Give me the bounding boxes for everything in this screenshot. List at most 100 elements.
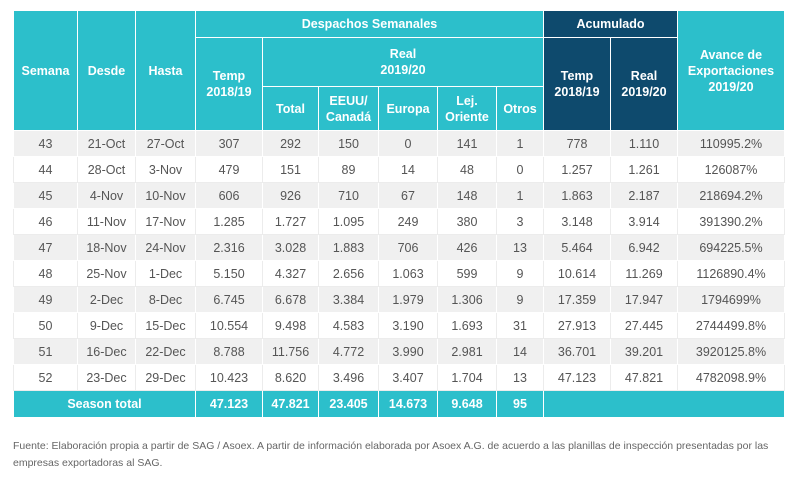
cell: 3.407 [378, 364, 438, 391]
cell: 1.979 [378, 286, 438, 313]
header-cell: Lej. Oriente [437, 86, 497, 131]
cell: 778 [543, 130, 611, 157]
header-cell: Semana [13, 10, 78, 131]
cell: 10.554 [195, 312, 263, 339]
cell: 47.123 [543, 364, 611, 391]
header-cell: Hasta [135, 10, 196, 131]
cell: 1.063 [378, 260, 438, 287]
header-cell: Acumulado [543, 10, 678, 38]
cell: 21-Oct [77, 130, 136, 157]
total-cell: 9.648 [437, 390, 497, 418]
table-row: 47 18-Nov 24-Nov 2.316 3.028 1.883 706 426 13 5.4… [13, 234, 785, 261]
cell: 710 [318, 182, 379, 209]
cell: 694225.5% [677, 234, 785, 261]
cell: 50 [13, 312, 78, 339]
cell: 24-Nov [135, 234, 196, 261]
cell: 11.269 [610, 260, 678, 287]
total-cell: 14.673 [378, 390, 438, 418]
cell: 10-Nov [135, 182, 196, 209]
table-body: 43 21-Oct 27-Oct 307 292 150 0 141 1 778 1.110 1109… [13, 130, 785, 418]
cell: 0 [378, 130, 438, 157]
cell: 27.913 [543, 312, 611, 339]
total-cell: 95 [496, 390, 544, 418]
table-row: 45 4-Nov 10-Nov 606 926 710 67 148 1 1.863 2.187 21… [13, 182, 785, 209]
cell: 4.772 [318, 338, 379, 365]
cell: 150 [318, 130, 379, 157]
cell: 2.316 [195, 234, 263, 261]
cell: 27.445 [610, 312, 678, 339]
cell: 148 [437, 182, 497, 209]
header-cell: Temp 2018/19 [195, 37, 263, 131]
cell: 89 [318, 156, 379, 183]
cell: 10.614 [543, 260, 611, 287]
cell: 2.656 [318, 260, 379, 287]
cell: 218694.2% [677, 182, 785, 209]
cell: 8-Dec [135, 286, 196, 313]
cell: 4-Nov [77, 182, 136, 209]
total-label: Season total [13, 390, 196, 418]
footnote: Fuente: Elaboración propia a partir de S… [13, 440, 769, 469]
cell: 2744499.8% [677, 312, 785, 339]
header-cell: Real 2019/20 [262, 37, 544, 87]
cell: 0 [496, 156, 544, 183]
cell: 126087% [677, 156, 785, 183]
table-row: 52 23-Dec 29-Dec 10.423 8.620 3.496 3.407 1.704… [13, 364, 785, 391]
cell: 3.148 [543, 208, 611, 235]
cell: 31 [496, 312, 544, 339]
cell: 1.863 [543, 182, 611, 209]
table-row: 49 2-Dec 8-Dec 6.745 6.678 3.384 1.979 1.306 9 17… [13, 286, 785, 313]
cell: 28-Oct [77, 156, 136, 183]
cell: 3.914 [610, 208, 678, 235]
cell: 3.190 [378, 312, 438, 339]
total-cell: 47.123 [195, 390, 263, 418]
cell: 47 [13, 234, 78, 261]
header-cell: EEUU/ Canadá [318, 86, 379, 131]
header-cell: Real 2019/20 [610, 37, 678, 131]
cell: 8.620 [262, 364, 319, 391]
cell: 49 [13, 286, 78, 313]
cell: 39.201 [610, 338, 678, 365]
cell: 43 [13, 130, 78, 157]
cell: 13 [496, 234, 544, 261]
cell: 1-Dec [135, 260, 196, 287]
header-cell: Despachos Semanales [195, 10, 544, 38]
cell: 9.498 [262, 312, 319, 339]
cell: 249 [378, 208, 438, 235]
table-row: 48 25-Nov 1-Dec 5.150 4.327 2.656 1.063 599 9 10.… [13, 260, 785, 287]
cell: 48 [437, 156, 497, 183]
cell: 22-Dec [135, 338, 196, 365]
header-cell: Total [262, 86, 319, 131]
cell: 51 [13, 338, 78, 365]
cell: 391390.2% [677, 208, 785, 235]
cell: 23-Dec [77, 364, 136, 391]
cell: 2.981 [437, 338, 497, 365]
cell: 3 [496, 208, 544, 235]
cell: 1.110 [610, 130, 678, 157]
cell: 14 [378, 156, 438, 183]
cell: 1.257 [543, 156, 611, 183]
dispatch-table: Semana Desde Hasta Despachos Semanales A… [13, 10, 785, 418]
cell: 9-Dec [77, 312, 136, 339]
cell: 11-Nov [77, 208, 136, 235]
cell: 47.821 [610, 364, 678, 391]
cell: 18-Nov [77, 234, 136, 261]
cell: 67 [378, 182, 438, 209]
cell: 1.883 [318, 234, 379, 261]
cell: 17.359 [543, 286, 611, 313]
cell: 17.947 [610, 286, 678, 313]
cell: 110995.2% [677, 130, 785, 157]
cell: 1.306 [437, 286, 497, 313]
cell: 1.693 [437, 312, 497, 339]
cell: 46 [13, 208, 78, 235]
cell: 4.327 [262, 260, 319, 287]
cell: 1.095 [318, 208, 379, 235]
header-cell: Avance de Exportaciones 2019/20 [677, 10, 785, 131]
cell: 706 [378, 234, 438, 261]
cell: 1126890.4% [677, 260, 785, 287]
cell: 3.496 [318, 364, 379, 391]
cell: 3.384 [318, 286, 379, 313]
total-row: Season total 47.123 47.821 23.405 14.673 9.64… [13, 390, 785, 418]
cell: 36.701 [543, 338, 611, 365]
cell: 1.704 [437, 364, 497, 391]
